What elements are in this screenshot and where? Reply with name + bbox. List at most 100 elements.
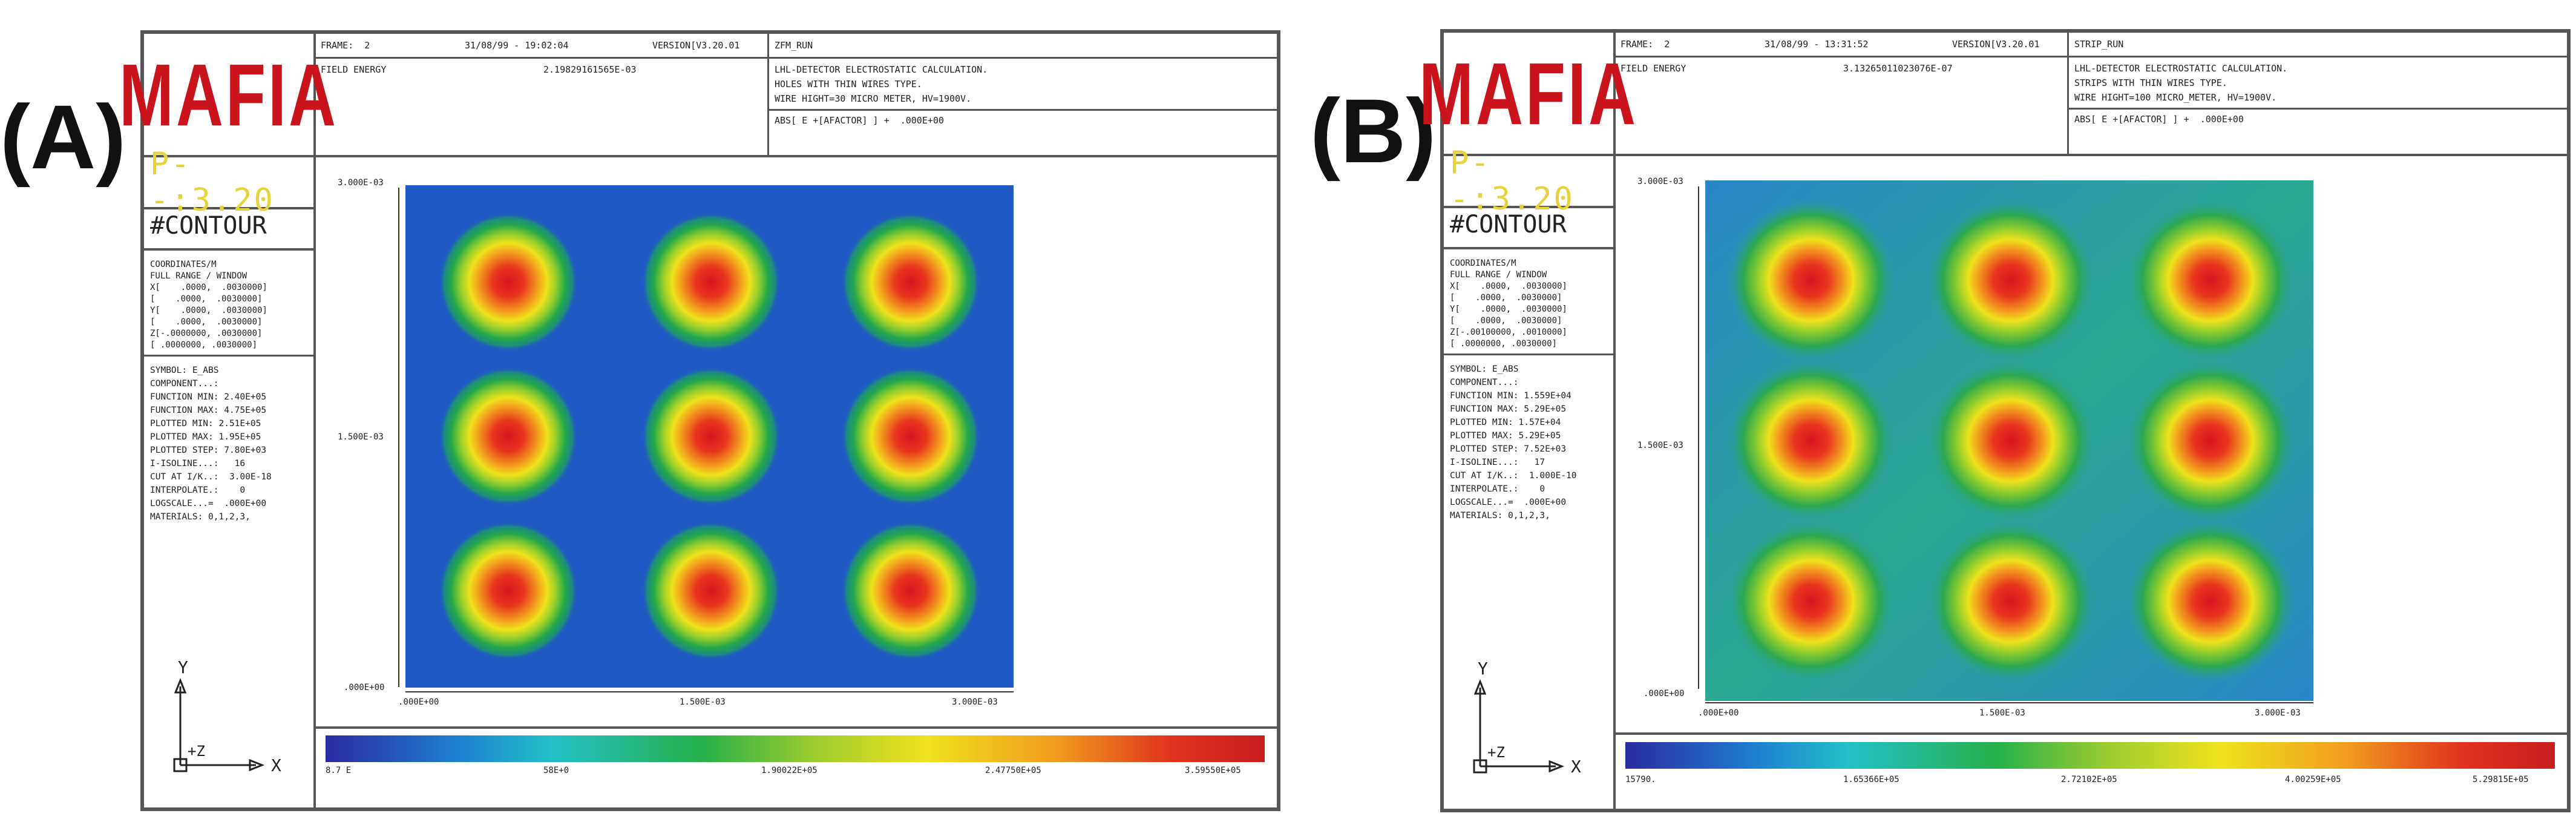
field-energy-value: 3.13265011023076E-07 — [1843, 63, 1953, 74]
version-badge: P--:3.20 — [1444, 145, 1613, 217]
mode-label: #CONTOUR — [1444, 211, 1613, 249]
axis-y-label: Y — [1478, 659, 1488, 679]
date-label: 31/08/99 - 19:02:04 — [465, 40, 569, 51]
coord-line: COORDINATES/M — [1450, 258, 1516, 268]
header-divider — [2067, 33, 2069, 154]
header-rule — [1613, 56, 2067, 58]
func-line: PLOTTED STEP: 7.80E+03 — [150, 446, 267, 455]
panel-label-b: (B) — [1310, 80, 1437, 182]
header: FRAME: 2 31/08/99 - 19:02:04 VERSION[V3.… — [313, 34, 1277, 157]
x-axis-line — [405, 691, 1014, 692]
func-line: SYMBOL: E_ABS — [150, 366, 219, 375]
abs-expression: ABS[ E +[AFACTOR] ] + .000E+00 — [2074, 114, 2244, 125]
coord-line: [ .0000, .0030000] — [150, 317, 263, 327]
func-line: INTERPOLATE.: 0 — [1450, 484, 1545, 494]
description-line-1: LHL-DETECTOR ELECTROSTATIC CALCULATION. — [775, 64, 988, 75]
func-line: COMPONENT...: — [1450, 378, 1519, 387]
panel-a: MAFIA P--:3.20 #CONTOUR COORDINATES/M FU… — [119, 30, 1280, 811]
y-tick-top: 3.000E-03 — [1637, 177, 1683, 186]
axis-z-label: +Z — [188, 743, 205, 760]
version-label: VERSION[V3.20.01 — [652, 40, 740, 51]
coord-line: FULL RANGE / WINDOW — [1450, 270, 1547, 280]
y-tick-bottom: .000E+00 — [1644, 689, 1685, 699]
y-tick-mid: 1.500E-03 — [1637, 441, 1683, 450]
func-line: MATERIALS: 0,1,2,3, — [150, 512, 251, 522]
coordinates-block: COORDINATES/M FULL RANGE / WINDOW X[ .00… — [1450, 258, 1607, 350]
logo-text: MAFIA — [1419, 44, 1638, 143]
colorbar-label: 8.7 E — [326, 766, 352, 775]
colorbar-label: 1.90022E+05 — [761, 766, 818, 775]
logo: MAFIA — [1419, 33, 1636, 156]
colorbar-label: 2.47750E+05 — [985, 766, 1041, 775]
contour-field-plot — [405, 185, 1014, 688]
func-line: COMPONENT...: — [150, 379, 219, 389]
frame-label: FRAME: 2 — [1621, 39, 1670, 50]
run-label: STRIP_RUN — [2074, 39, 2124, 50]
coord-line: COORDINATES/M — [150, 260, 217, 269]
func-line: FUNCTION MAX: 4.75E+05 — [150, 406, 267, 415]
colorbar-label: 1.65366E+05 — [1843, 775, 1899, 784]
coord-line: FULL RANGE / WINDOW — [150, 271, 247, 281]
y-axis-line — [398, 188, 399, 687]
coord-line: Y[ .0000, .0030000] — [150, 306, 267, 315]
run-label: ZFM_RUN — [775, 40, 813, 51]
coordinates-block: COORDINATES/M FULL RANGE / WINDOW X[ .00… — [150, 259, 307, 351]
func-line: MATERIALS: 0,1,2,3, — [1450, 511, 1550, 521]
axis-z-label: +Z — [1487, 744, 1505, 761]
header: FRAME: 2 31/08/99 - 13:31:52 VERSION[V3.… — [1613, 33, 2567, 156]
coord-line: [ .0000, .0030000] — [1450, 293, 1562, 303]
coord-line: Y[ .0000, .0030000] — [1450, 304, 1567, 314]
contour-field-plot — [1705, 180, 2313, 701]
func-line: PLOTTED MAX: 1.95E+05 — [150, 432, 261, 442]
func-line: I-ISOLINE...: 17 — [1450, 458, 1545, 467]
divider — [1444, 353, 1613, 355]
field-energy-label: FIELD ENERGY — [1621, 63, 1686, 74]
y-tick-top: 3.000E-03 — [338, 178, 384, 188]
colorbar-label: 2.72102E+05 — [2061, 775, 2117, 784]
func-line: PLOTTED STEP: 7.52E+03 — [1450, 444, 1567, 454]
y-tick-mid: 1.500E-03 — [338, 432, 384, 442]
func-line: PLOTTED MIN: 1.57E+04 — [1450, 418, 1561, 427]
header-rule — [2067, 56, 2567, 58]
x-tick-mid: 1.500E-03 — [1979, 708, 2025, 718]
header-rule — [2067, 108, 2567, 110]
plot-area: 3.000E-03 1.500E-03 .000E+00 — [313, 157, 1277, 807]
description-line-2: STRIPS WITH THIN WIRES TYPE. — [2074, 77, 2227, 88]
func-line: I-ISOLINE...: 16 — [150, 459, 246, 469]
x-tick-right: 3.000E-03 — [2255, 708, 2301, 718]
func-line: FUNCTION MIN: 1.559E+04 — [1450, 391, 1571, 401]
coord-line: Z[-.0000000, .0030000] — [150, 329, 263, 338]
func-line: PLOTTED MIN: 2.51E+05 — [150, 419, 261, 429]
x-tick-right: 3.000E-03 — [952, 697, 998, 707]
func-line: LOGSCALE...= .000E+00 — [150, 499, 267, 508]
function-block: SYMBOL: E_ABS COMPONENT...: FUNCTION MIN… — [150, 364, 310, 524]
axis-orientation-icon: Y +Z X — [173, 657, 281, 775]
abs-expression: ABS[ E +[AFACTOR] ] + .000E+00 — [775, 115, 944, 126]
colorbar-label: 4.00259E+05 — [2285, 775, 2341, 784]
axis-orientation-icon: Y +Z X — [1473, 659, 1581, 777]
date-label: 31/08/99 - 13:31:52 — [1765, 39, 1869, 50]
x-tick-left: .000E+00 — [1698, 708, 1739, 718]
description-line-3: WIRE HIGHT=100 MICRO_METER, HV=1900V. — [2074, 92, 2277, 103]
func-line: CUT AT I/K..: 1.000E-10 — [1450, 471, 1577, 481]
coord-line: [ .0000, .0030000] — [150, 294, 263, 304]
colorbar-label: 15790. — [1625, 775, 1656, 784]
field-energy-value: 2.19829161565E-03 — [543, 64, 637, 75]
axis-y-label: Y — [178, 657, 188, 677]
version-badge: P--:3.20 — [144, 146, 313, 219]
colorbar — [1625, 742, 2555, 769]
colorbar-frame — [1613, 732, 2567, 735]
func-line: INTERPOLATE.: 0 — [150, 485, 246, 495]
x-tick-left: .000E+00 — [398, 697, 439, 707]
mode-label: #CONTOUR — [144, 212, 313, 251]
function-block: SYMBOL: E_ABS COMPONENT...: FUNCTION MIN… — [1450, 363, 1610, 522]
divider — [144, 355, 313, 357]
plot-area: 3.000E-03 1.500E-03 .000E+00 — [1613, 156, 2567, 809]
colorbar-frame — [313, 726, 1277, 729]
x-tick-mid: 1.500E-03 — [680, 697, 726, 707]
header-rule — [767, 109, 1277, 111]
func-line: LOGSCALE...= .000E+00 — [1450, 498, 1567, 507]
version-label: VERSION[V3.20.01 — [1952, 39, 2040, 50]
axis-x-label: X — [1571, 757, 1581, 777]
header-rule — [767, 57, 1277, 59]
